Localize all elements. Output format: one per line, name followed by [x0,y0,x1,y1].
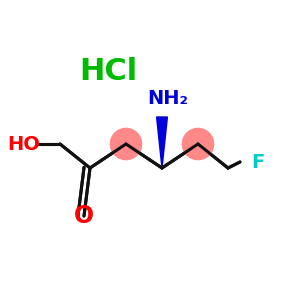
Text: F: F [251,152,265,172]
Text: HCl: HCl [79,58,137,86]
Circle shape [182,128,214,160]
Text: HO: HO [8,134,41,154]
Text: NH₂: NH₂ [148,89,188,109]
Polygon shape [157,117,167,168]
Circle shape [110,128,142,160]
Text: O: O [74,204,94,228]
